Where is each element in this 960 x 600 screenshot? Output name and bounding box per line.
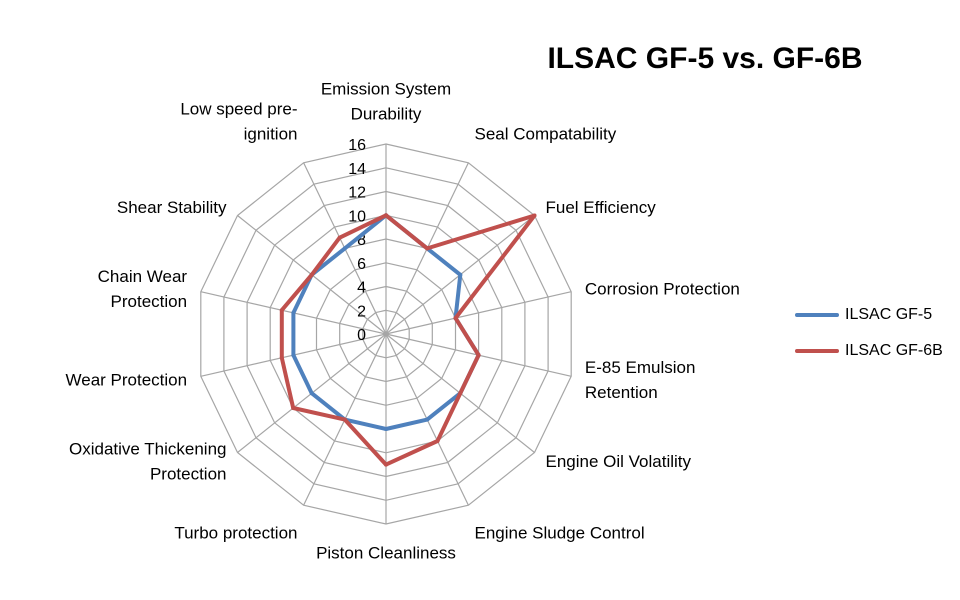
- r-tick-label-0: 0: [357, 327, 366, 344]
- data-series: [279, 213, 537, 467]
- r-tick-label-12: 12: [348, 185, 366, 202]
- category-label: Engine Sludge Control: [475, 523, 645, 542]
- grid-spoke: [385, 291, 572, 335]
- legend-swatch-gf5: [795, 313, 839, 317]
- data-point: [384, 213, 388, 218]
- data-point: [309, 272, 314, 277]
- legend-swatch-gf6b: [795, 349, 839, 353]
- data-point: [384, 427, 388, 431]
- data-point: [279, 308, 284, 313]
- legend: ILSAC GF-5 ILSAC GF-6B: [795, 303, 943, 375]
- category-label: Fuel Efficiency: [546, 198, 657, 217]
- r-tick-label-16: 16: [348, 137, 366, 154]
- data-point: [342, 246, 347, 251]
- data-point: [291, 310, 296, 315]
- category-label: Engine Oil Volatility: [546, 452, 692, 471]
- category-label: E-85 Emulsion Retention: [585, 358, 696, 402]
- data-point: [453, 316, 458, 321]
- r-tick-label-10: 10: [348, 208, 366, 225]
- category-label: Corrosion Protection: [585, 280, 740, 299]
- category-label: Seal Compatability: [475, 125, 617, 144]
- data-point: [435, 439, 440, 443]
- data-point: [476, 353, 481, 358]
- series-line-gf6b: [279, 213, 537, 467]
- data-point: [291, 353, 296, 358]
- radial-tick-labels: 0 2 4 6 8 10 12 14 16: [348, 137, 366, 344]
- chart-title: ILSAC GF-5 vs. GF-6B: [547, 42, 863, 75]
- data-point: [309, 391, 314, 396]
- r-tick-label-6: 6: [357, 256, 366, 273]
- data-point: [458, 272, 463, 277]
- data-point: [337, 235, 342, 240]
- legend-item-gf6b: ILSAC GF-6B: [795, 339, 943, 363]
- category-label: Wear Protection: [66, 370, 188, 389]
- category-label: Piston Cleanliness: [316, 544, 456, 563]
- data-point: [532, 213, 537, 218]
- category-label: Shear Stability: [117, 198, 227, 217]
- r-tick-label-8: 8: [357, 232, 366, 249]
- legend-item-gf5: ILSAC GF-5: [795, 303, 943, 327]
- category-label: Turbo protection: [174, 523, 297, 542]
- data-point: [425, 417, 430, 422]
- category-label: Low speed pre-ignition: [180, 100, 297, 144]
- category-labels: Emission System Durability Seal Compatabil…: [66, 80, 740, 563]
- data-point: [458, 391, 463, 396]
- legend-label-gf5: ILSAC GF-5: [845, 306, 933, 323]
- radar-grid: [200, 143, 572, 525]
- data-point: [342, 417, 347, 422]
- legend-label-gf6b: ILSAC GF-6B: [845, 342, 943, 359]
- category-label: Chain Wear Protection: [98, 267, 188, 311]
- data-point: [425, 246, 430, 251]
- r-tick-label-14: 14: [348, 161, 366, 178]
- data-point: [291, 406, 296, 410]
- category-label: Oxidative Thickening Protection: [69, 440, 227, 484]
- data-point: [279, 355, 284, 360]
- r-tick-label-2: 2: [357, 303, 366, 320]
- data-point: [384, 462, 388, 467]
- r-tick-label-4: 4: [357, 280, 366, 297]
- category-label: Emission System Durability: [321, 80, 451, 124]
